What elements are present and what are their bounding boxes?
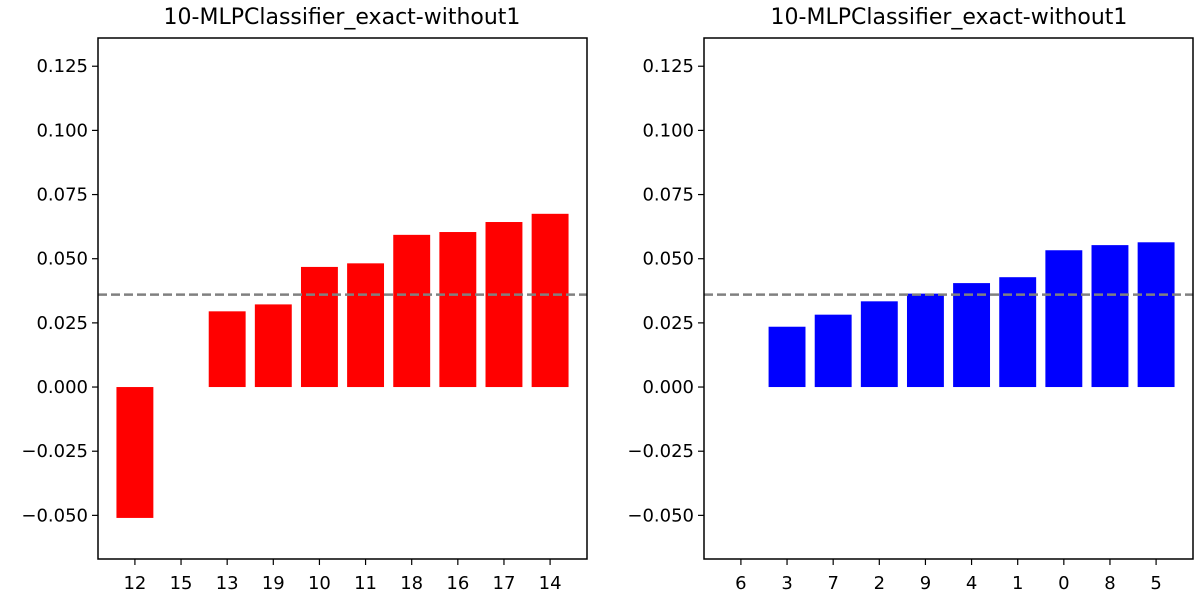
left-x-tick-label-12: 12 [123, 573, 146, 594]
right-x-tick-label-6: 6 [735, 573, 746, 594]
left-x-tick-label-16: 16 [446, 573, 469, 594]
left-x-tick-label-18: 18 [400, 573, 423, 594]
right-chart-title: 10-MLPClassifier_exact-without1 [771, 5, 1128, 30]
left-plot-frame [97, 37, 588, 560]
right-bar-3 [768, 326, 806, 388]
left-y-tick-label: 0.125 [36, 56, 88, 77]
right-x-tick-label-9: 9 [920, 573, 931, 594]
right-bar-7 [814, 314, 852, 388]
right-bar-5 [1137, 242, 1175, 388]
right-x-tick-label-5: 5 [1150, 573, 1161, 594]
right-y-axis: −0.050 −0.025 0.000 0.025 0.050 0.075 0.100 0.1… [627, 56, 704, 526]
left-bar-10 [300, 266, 338, 388]
left-bar-12 [116, 387, 154, 518]
left-x-tick-label-14: 14 [539, 573, 562, 594]
right-plot-frame [703, 37, 1194, 560]
right-x-axis: 6 3 7 2 9 4 1 0 8 5 [735, 559, 1162, 594]
left-y-tick-label: 0.100 [36, 120, 88, 141]
left-y-tick-label: −0.025 [21, 441, 88, 462]
left-y-tick-label: 0.000 [36, 377, 88, 398]
left-bar-13 [208, 311, 246, 388]
left-x-tick-label-10: 10 [308, 573, 331, 594]
left-bar-18 [393, 234, 431, 388]
left-bar-14 [531, 213, 569, 388]
left-x-tick-label-19: 19 [262, 573, 285, 594]
right-x-tick-label-8: 8 [1104, 573, 1115, 594]
left-y-tick-label: 0.050 [36, 249, 88, 270]
left-bar-16 [439, 232, 477, 388]
left-x-tick-label-11: 11 [354, 573, 377, 594]
right-y-tick-label: 0.050 [642, 249, 694, 270]
left-chart-title: 10-MLPClassifier_exact-without1 [164, 5, 521, 30]
right-y-tick-label: 0.125 [642, 56, 694, 77]
right-x-tick-label-7: 7 [827, 573, 838, 594]
right-x-tick-label-1: 1 [1012, 573, 1023, 594]
left-y-tick-label: 0.075 [36, 185, 88, 206]
right-y-tick-label: 0.100 [642, 120, 694, 141]
right-bar-4 [953, 283, 991, 388]
left-bar-17 [485, 222, 523, 388]
left-chart-panel: 10-MLPClassifier_exact-without1 −0.050−0… [21, 5, 588, 594]
right-y-tick-label: −0.025 [627, 441, 694, 462]
left-x-tick-label-17: 17 [493, 573, 516, 594]
right-y-tick-label: 0.075 [642, 185, 694, 206]
right-bar-2 [860, 301, 898, 388]
left-bar-11 [347, 263, 385, 388]
left-bar-19 [254, 304, 292, 388]
left-y-tick-label: −0.050 [21, 505, 88, 526]
right-x-tick-label-0: 0 [1058, 573, 1069, 594]
right-x-tick-label-4: 4 [966, 573, 977, 594]
right-y-tick-label: 0.000 [642, 377, 694, 398]
right-x-tick-label-2: 2 [874, 573, 885, 594]
left-x-axis: 12 15 13 19 10 11 18 16 17 14 [123, 559, 562, 594]
right-y-tick-label: 0.025 [642, 313, 694, 334]
right-bars [768, 242, 1175, 388]
left-bars [116, 213, 569, 518]
left-y-tick-label: 0.025 [36, 313, 88, 334]
left-x-tick-label-13: 13 [216, 573, 239, 594]
right-chart-panel: 10-MLPClassifier_exact-without1 −0.050−0… [627, 5, 1194, 594]
right-y-tick-label: −0.050 [627, 505, 694, 526]
right-x-tick-label-3: 3 [781, 573, 792, 594]
right-bar-0 [1045, 250, 1083, 388]
right-bar-8 [1091, 245, 1129, 388]
left-y-axis: −0.050 −0.025 0.000 0.025 0.050 0.075 0.100 0.1… [21, 56, 98, 526]
right-bar-9 [906, 293, 944, 388]
left-x-tick-label-15: 15 [170, 573, 193, 594]
